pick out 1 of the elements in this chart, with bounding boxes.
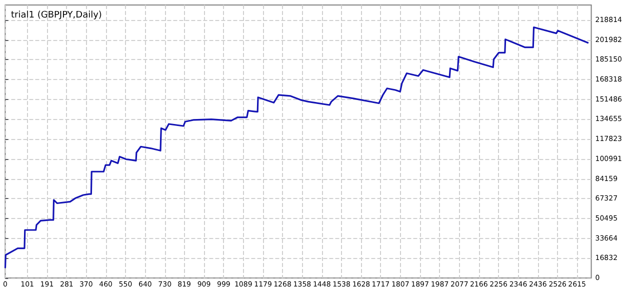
- text: trial1 (GBPJPY,Daily): [11, 10, 102, 20]
